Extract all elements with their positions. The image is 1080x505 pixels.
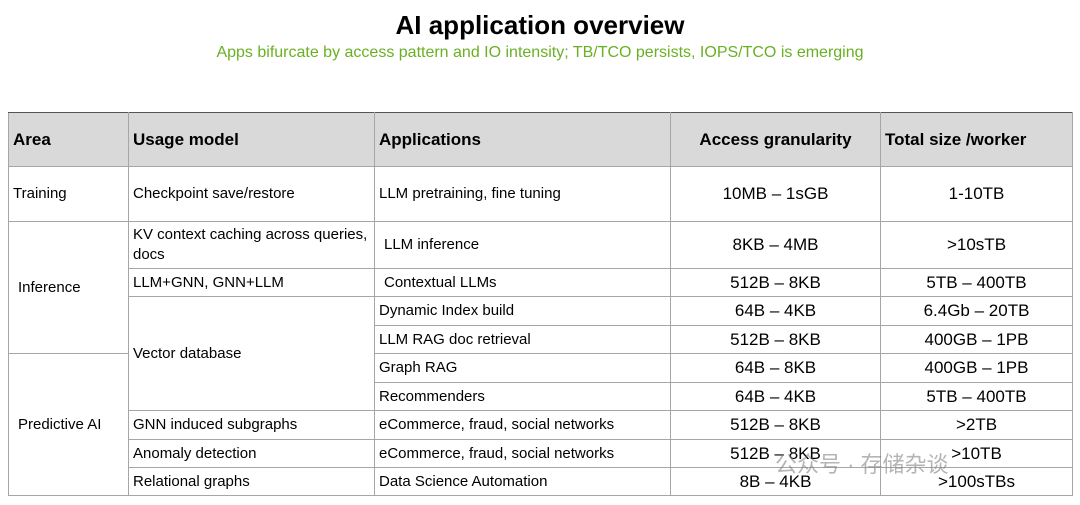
row: LLM+GNN, GNN+LLM Contextual LLMs 512B – … <box>9 268 1073 297</box>
cell: Checkpoint save/restore <box>128 166 375 222</box>
cell: Relational graphs <box>128 467 375 496</box>
cell: Dynamic Index build <box>374 296 671 326</box>
cell: 400GB – 1PB <box>880 325 1073 354</box>
cell: 64B – 4KB <box>670 296 881 326</box>
cell: Recommenders <box>374 382 671 411</box>
cell: >10sTB <box>880 221 1073 269</box>
cell: 5TB – 400TB <box>880 268 1073 297</box>
cell: 5TB – 400TB <box>880 382 1073 411</box>
header-cell: Usage model <box>128 112 375 167</box>
cell: >100sTBs <box>880 467 1073 496</box>
cell: Predictive AI <box>8 353 129 496</box>
row: LLM RAG doc retrieval 512B – 8KB 400GB –… <box>9 325 1073 354</box>
cell: >2TB <box>880 410 1073 440</box>
row: Anomaly detection eCommerce, fraud, soci… <box>9 439 1073 468</box>
cell: 512B – 8KB <box>670 410 881 440</box>
cell: 8KB – 4MB <box>670 221 881 269</box>
cell: Inference <box>8 221 129 354</box>
overview-table: Area Usage model Applications Access gra… <box>8 112 1073 496</box>
cell: 512B – 8KB <box>670 325 881 354</box>
cell: eCommerce, fraud, social networks <box>374 439 671 468</box>
subtitle: Apps bifurcate by access pattern and IO … <box>216 44 864 61</box>
watermark: 公众号 · 存储杂谈 <box>775 452 949 477</box>
row: Predictive AI Graph RAG 64B – 8KB 400GB … <box>8 353 1073 496</box>
cell: Graph RAG <box>374 353 671 383</box>
cell: 8B – 4KB <box>670 467 881 496</box>
cell: Data Science Automation <box>374 467 671 496</box>
cell: KV context caching across queries, docs <box>128 221 375 269</box>
row: Recommenders 64B – 4KB 5TB – 400TB <box>9 382 1073 411</box>
cell: Vector database <box>128 296 375 411</box>
header-row: Area Usage model Applications Access gra… <box>8 112 1073 167</box>
cell: Anomaly detection <box>128 439 375 468</box>
cell: GNN induced subgraphs <box>128 410 375 440</box>
cell: 64B – 4KB <box>670 382 881 411</box>
cell: 6.4Gb – 20TB <box>880 296 1073 326</box>
row: Relational graphs Data Science Automatio… <box>9 467 1073 496</box>
cell: 10MB – 1sGB <box>670 166 881 222</box>
cell: Training <box>8 166 129 222</box>
header-cell: Total size /worker <box>880 112 1073 167</box>
cell: Contextual LLMs <box>374 268 671 297</box>
cell: 512B – 8KB <box>670 439 881 468</box>
cell: 1-10TB <box>880 166 1073 222</box>
header-cell: Area <box>8 112 129 167</box>
title: AI application overview <box>395 10 685 40</box>
row: Inference KV context caching across quer… <box>8 221 1073 354</box>
header-cell: Applications <box>374 112 671 167</box>
cell: LLM inference <box>374 221 671 269</box>
cell: 400GB – 1PB <box>880 353 1073 383</box>
cell: 64B – 8KB <box>670 353 881 383</box>
row: Vector database Dynamic Index build 64B … <box>9 296 1073 411</box>
row: Training Checkpoint save/restore LLM pre… <box>8 166 1073 222</box>
cell: LLM pretraining, fine tuning <box>374 166 671 222</box>
cell: >10TB <box>880 439 1073 468</box>
cell: 512B – 8KB <box>670 268 881 297</box>
cell: eCommerce, fraud, social networks <box>374 410 671 440</box>
header-cell: Access granularity <box>670 112 881 167</box>
cell: LLM RAG doc retrieval <box>374 325 671 354</box>
cell: LLM+GNN, GNN+LLM <box>128 268 375 297</box>
row: GNN induced subgraphs eCommerce, fraud, … <box>9 410 1073 440</box>
